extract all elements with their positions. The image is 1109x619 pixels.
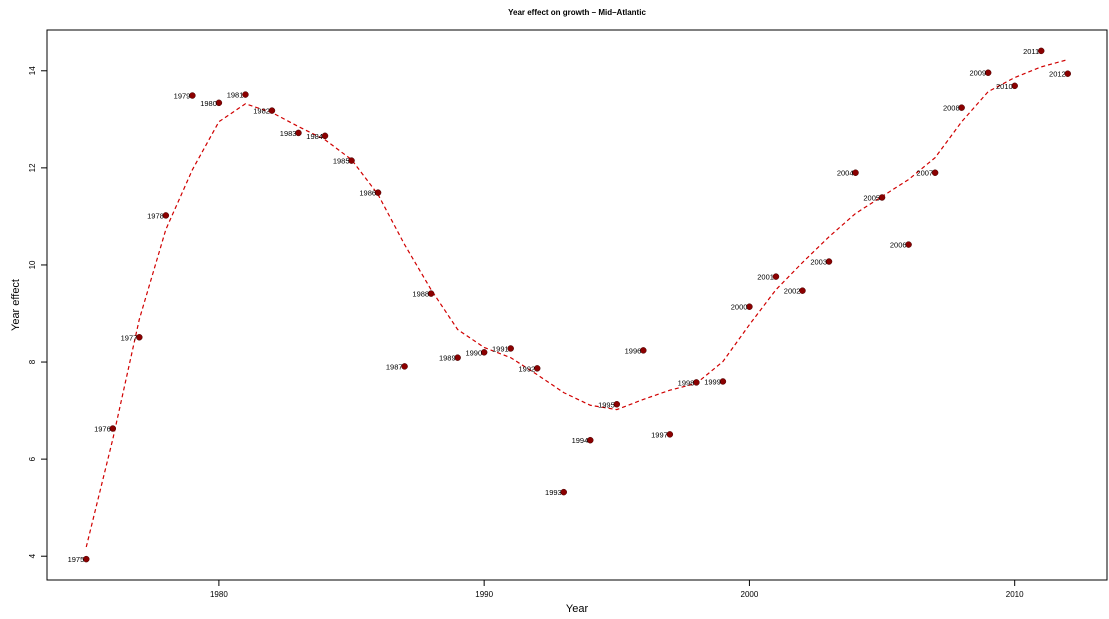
point-label: 2005: [863, 193, 880, 202]
data-point: [587, 436, 594, 444]
data-point: [931, 169, 939, 176]
point-label: 2003: [810, 258, 827, 267]
data-point: [560, 488, 567, 496]
x-tick-label: 1980: [210, 590, 228, 599]
data-point: [189, 92, 196, 99]
point-label: 1993: [545, 488, 562, 497]
y-tick-label: 4: [28, 553, 37, 558]
point-label: 2012: [1049, 70, 1066, 79]
point-label: 1976: [94, 425, 111, 434]
data-point: [136, 334, 143, 341]
data-point: [109, 425, 117, 432]
data-point: [666, 431, 674, 438]
point-label: 1991: [492, 344, 509, 353]
point-label: 2011: [1023, 47, 1039, 56]
data-point: [905, 241, 912, 248]
data-point: [693, 379, 700, 386]
point-label: 1981: [227, 91, 244, 100]
point-label: 1975: [68, 555, 85, 564]
data-point: [640, 347, 647, 354]
data-point: [772, 273, 780, 280]
data-point: [83, 555, 90, 563]
point-label: 2007: [916, 169, 933, 178]
y-tick-label: 10: [28, 260, 37, 269]
point-label: 1988: [412, 290, 429, 299]
y-tick-label: 14: [28, 66, 37, 75]
data-point: [242, 91, 249, 98]
data-point: [799, 287, 806, 294]
data-point: [268, 107, 276, 114]
point-label: 1986: [359, 189, 376, 198]
data-point: [533, 365, 541, 372]
data-point: [825, 258, 833, 265]
data-point: [427, 290, 435, 297]
point-label: 1977: [121, 333, 138, 342]
data-point: [719, 378, 727, 385]
chart-title: Year effect on growth – Mid–Atlantic: [508, 8, 646, 17]
point-label: 1999: [704, 377, 721, 386]
x-axis-label: Year: [566, 603, 589, 615]
data-point: [480, 349, 488, 356]
point-label: 1994: [572, 436, 589, 445]
data-point: [1064, 70, 1071, 77]
data-point: [1011, 82, 1018, 90]
x-tick-label: 2000: [741, 590, 759, 599]
point-label: 1992: [519, 364, 536, 373]
point-label: 2001: [757, 273, 774, 282]
data-point: [746, 303, 753, 310]
point-label: 1996: [625, 346, 642, 355]
y-axis-label: Year effect: [10, 279, 22, 331]
data-point: [613, 401, 621, 408]
plot-frame: [46, 29, 1108, 581]
data-point: [507, 345, 514, 352]
data-point: [1037, 47, 1045, 55]
data-point: [374, 189, 382, 196]
point-label: 1978: [147, 211, 164, 220]
data-point: [295, 129, 302, 137]
trend-line: [85, 59, 1068, 548]
data-point: [162, 212, 170, 219]
data-point: [321, 132, 329, 140]
point-label: 1995: [598, 400, 615, 409]
point-label: 2008: [943, 104, 960, 113]
x-tick-label: 1990: [475, 590, 493, 599]
y-tick-label: 12: [28, 163, 37, 172]
point-label: 2002: [784, 287, 801, 296]
point-label: 2010: [996, 82, 1013, 91]
point-label: 1982: [253, 107, 270, 116]
point-label: 2009: [969, 69, 986, 78]
point-label: 1980: [200, 99, 217, 108]
point-label: 2004: [837, 169, 854, 178]
x-tick-label: 2010: [1006, 590, 1024, 599]
data-point: [454, 354, 461, 361]
point-label: 1997: [651, 430, 668, 439]
point-label: 2006: [890, 241, 907, 250]
data-point: [215, 99, 223, 107]
data-point: [852, 169, 859, 176]
y-tick-label: 8: [28, 359, 37, 364]
point-label: 1989: [439, 354, 456, 363]
y-tick-label: 6: [28, 456, 37, 461]
data-point: [401, 363, 408, 370]
data-point: [984, 69, 992, 76]
point-label: 1998: [678, 378, 695, 387]
point-label: 2000: [731, 303, 748, 312]
point-label: 1979: [174, 92, 191, 101]
point-label: 1990: [465, 348, 482, 357]
data-point: [958, 104, 965, 111]
point-label: 1984: [306, 132, 323, 141]
point-label: 1987: [386, 362, 403, 371]
point-label: 1985: [333, 157, 350, 166]
data-point: [348, 157, 355, 164]
point-label: 1983: [280, 129, 297, 138]
data-point: [878, 194, 886, 201]
